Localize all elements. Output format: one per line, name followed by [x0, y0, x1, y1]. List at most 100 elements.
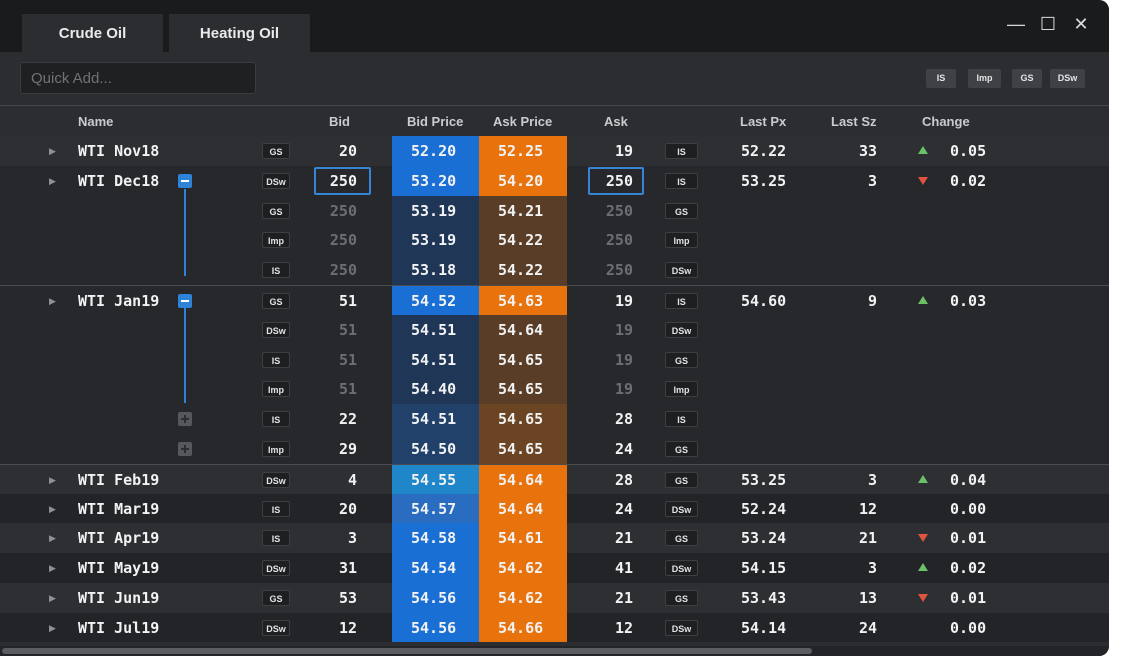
bid-price-cell[interactable] — [392, 553, 479, 584]
ask-size[interactable]: 41 — [614, 559, 633, 578]
bid-price-cell[interactable] — [392, 165, 479, 196]
bid-size[interactable]: 31 — [338, 559, 357, 578]
collapse-group-icon[interactable] — [178, 173, 192, 188]
bid-size[interactable]: 51 — [338, 320, 357, 339]
ask-size[interactable]: 12 — [614, 618, 633, 637]
tab-heating-oil[interactable]: Heating Oil — [169, 14, 310, 52]
ask-price[interactable]: 54.64 — [498, 320, 544, 339]
bid-price[interactable]: 53.20 — [411, 171, 457, 190]
header-bid[interactable]: Bid — [329, 114, 350, 129]
bid-size[interactable]: 20 — [338, 499, 357, 518]
ask-source-badge[interactable]: GS — [665, 441, 698, 457]
ask-size[interactable]: 21 — [614, 589, 633, 607]
table-row[interactable]: ▶ WTI Jul19 DSw 12 54.56 54.66 12 DSw 54.14 24 0.0… — [0, 612, 1109, 642]
header-last-sz[interactable]: Last Sz — [831, 114, 877, 129]
bid-source-badge[interactable]: GS — [262, 590, 290, 606]
ask-source-badge[interactable]: IS — [665, 411, 698, 428]
bid-price-cell[interactable] — [392, 464, 479, 495]
bid-price[interactable]: 54.54 — [411, 559, 457, 578]
ask-source-badge[interactable]: GS — [665, 590, 698, 606]
ask-price-cell[interactable] — [479, 464, 567, 495]
bid-price[interactable]: 53.18 — [411, 261, 457, 280]
ask-price-cell[interactable] — [479, 255, 567, 286]
close-icon[interactable]: ✕ — [1073, 14, 1089, 34]
bid-price-cell[interactable] — [392, 314, 479, 345]
filter-button-gs[interactable]: GS — [1012, 69, 1042, 88]
maximize-icon[interactable]: ☐ — [1039, 14, 1057, 34]
ask-source-badge[interactable]: Imp — [665, 232, 698, 249]
bid-price-cell[interactable] — [392, 344, 479, 375]
ask-price-cell[interactable] — [479, 583, 567, 613]
ask-price-cell[interactable] — [479, 136, 567, 166]
ask-price[interactable]: 54.65 — [498, 410, 544, 429]
header-ask[interactable]: Ask — [604, 114, 628, 129]
bid-price[interactable]: 53.19 — [411, 231, 457, 250]
expand-row-icon[interactable]: ▶ — [49, 503, 56, 514]
ask-source-badge[interactable]: DSw — [665, 560, 698, 577]
bid-price[interactable]: 54.40 — [411, 380, 457, 399]
bid-size-input[interactable] — [314, 166, 371, 195]
expand-row-icon[interactable]: ▶ — [49, 146, 56, 156]
bid-source-badge[interactable]: IS — [262, 500, 290, 517]
filter-button-dsw[interactable]: DSw — [1050, 69, 1085, 88]
ask-price-cell[interactable] — [479, 225, 567, 256]
ask-price-cell[interactable] — [479, 493, 567, 524]
bid-size[interactable]: 250 — [329, 171, 357, 190]
bid-size[interactable]: 250 — [329, 231, 357, 250]
ask-price-cell[interactable] — [479, 523, 567, 554]
ask-price-cell[interactable] — [479, 286, 567, 316]
bid-source-badge[interactable]: DSw — [262, 321, 290, 338]
header-last-px[interactable]: Last Px — [740, 114, 787, 129]
bid-source-badge[interactable]: GS — [262, 143, 290, 159]
bid-size[interactable]: 53 — [338, 589, 357, 607]
ask-price-cell[interactable] — [479, 195, 567, 226]
ask-size[interactable]: 19 — [614, 380, 633, 399]
table-row[interactable]: ▶ WTI Jun19 GS 53 54.56 54.62 21 GS 53.43 13 0.01 — [0, 583, 1109, 613]
bid-price-cell[interactable] — [392, 404, 479, 435]
table-row[interactable]: Imp 51 54.40 54.65 19 Imp — [0, 374, 1109, 405]
bid-size[interactable]: 4 — [347, 470, 357, 489]
ask-source-badge[interactable]: DSw — [665, 619, 698, 636]
header-bid-price[interactable]: Bid Price — [407, 114, 464, 129]
bid-size[interactable]: 250 — [329, 201, 357, 220]
ask-size-input[interactable] — [588, 166, 644, 195]
bid-size[interactable]: 51 — [338, 350, 357, 369]
ask-size[interactable]: 19 — [614, 350, 633, 369]
ask-source-badge[interactable]: Imp — [665, 381, 698, 398]
expand-row-icon[interactable]: ▶ — [49, 474, 56, 485]
ask-size[interactable]: 250 — [605, 231, 633, 250]
bid-price[interactable]: 54.50 — [411, 440, 457, 458]
ask-price[interactable]: 54.20 — [498, 171, 544, 190]
bid-size[interactable]: 22 — [338, 410, 357, 429]
bid-size[interactable]: 12 — [338, 618, 357, 637]
bid-size[interactable]: 29 — [338, 440, 357, 458]
table-row[interactable]: ▶ WTI Nov18 GS 20 52.20 52.25 19 IS 52.22 33 0.05 — [0, 136, 1109, 166]
table-row[interactable]: DSw 51 54.51 54.64 19 DSw — [0, 314, 1109, 345]
ask-source-badge[interactable]: GS — [665, 202, 698, 219]
tab-crude-oil[interactable]: Crude Oil — [22, 14, 163, 52]
header-change[interactable]: Change — [922, 114, 970, 129]
add-level-icon[interactable] — [178, 442, 192, 456]
expand-row-icon[interactable]: ▶ — [49, 533, 56, 544]
table-row[interactable]: GS 250 53.19 54.21 250 GS — [0, 195, 1109, 226]
table-row[interactable]: IS 51 54.51 54.65 19 GS — [0, 344, 1109, 375]
collapse-group-icon[interactable] — [178, 294, 192, 308]
bid-source-badge[interactable]: IS — [262, 411, 290, 428]
ask-price[interactable]: 54.66 — [498, 618, 544, 637]
scrollbar-thumb[interactable] — [2, 648, 812, 654]
ask-source-badge[interactable]: IS — [665, 293, 698, 309]
bid-price[interactable]: 54.51 — [411, 350, 457, 369]
ask-size[interactable]: 19 — [614, 292, 633, 310]
ask-size[interactable]: 24 — [614, 499, 633, 518]
ask-price[interactable]: 54.65 — [498, 440, 544, 458]
bid-price[interactable]: 54.56 — [411, 589, 457, 607]
bid-price[interactable]: 54.57 — [411, 499, 457, 518]
expand-row-icon[interactable]: ▶ — [49, 296, 56, 306]
ask-price-cell[interactable] — [479, 553, 567, 584]
ask-size[interactable]: 19 — [614, 320, 633, 339]
bid-size[interactable]: 51 — [338, 292, 357, 310]
header-name[interactable]: Name — [78, 114, 114, 129]
ask-size[interactable]: 21 — [614, 529, 633, 548]
minimize-icon[interactable]: — — [1007, 14, 1025, 34]
bid-price-cell[interactable] — [392, 255, 479, 286]
